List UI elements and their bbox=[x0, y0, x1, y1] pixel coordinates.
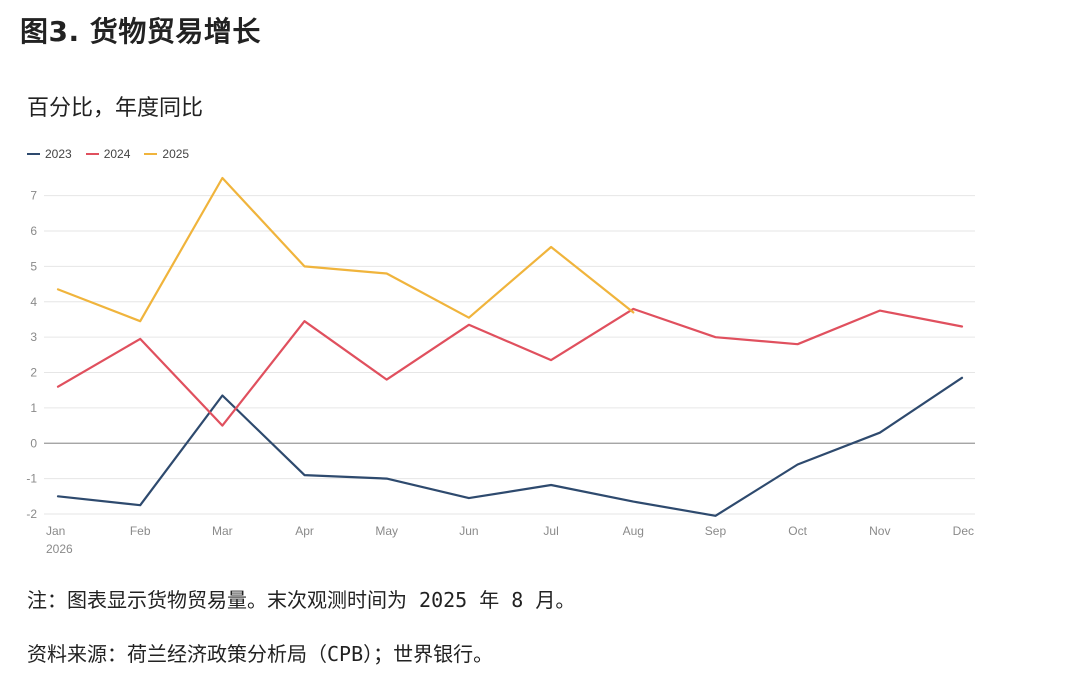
x-tick-label: Aug bbox=[623, 524, 644, 538]
y-tick-label: 4 bbox=[30, 295, 37, 309]
y-tick-label: 0 bbox=[30, 436, 37, 450]
x-tick-label: Jan bbox=[46, 524, 65, 538]
figure-title: 图3. 货物贸易增长 bbox=[20, 15, 261, 48]
legend-label-2023: 2023 bbox=[45, 147, 72, 161]
legend-item-2024: 2024 bbox=[85, 147, 131, 161]
y-tick-label: 7 bbox=[30, 189, 37, 203]
x-tick-label: Feb bbox=[130, 524, 151, 538]
x-tick-label: Sep bbox=[705, 524, 727, 538]
x-tick-label: Oct bbox=[788, 524, 807, 538]
x-tick-label: Jul bbox=[543, 524, 558, 538]
legend-swatch-2024 bbox=[85, 153, 99, 155]
y-tick-label: -2 bbox=[26, 507, 37, 521]
x-tick-label: Jun bbox=[459, 524, 478, 538]
chart-note: 注：图表显示货物贸易量。末次观测时间为 2025 年 8 月。 bbox=[27, 588, 576, 612]
y-tick-label: 6 bbox=[30, 224, 37, 238]
y-tick-label: 1 bbox=[30, 401, 37, 415]
legend-swatch-2023 bbox=[27, 153, 40, 155]
chart-source: 资料来源：荷兰经济政策分析局（CPB）；世界银行。 bbox=[27, 642, 494, 666]
x-tick-label: Dec bbox=[953, 524, 974, 538]
legend-label-2024: 2024 bbox=[103, 147, 131, 161]
x-tick-label: Mar bbox=[212, 524, 233, 538]
x-tick-label: Apr bbox=[295, 524, 314, 538]
series-line-2025 bbox=[56, 176, 635, 323]
legend-item-2025: 2025 bbox=[144, 147, 189, 161]
x-tick-year-label: 2026 bbox=[46, 542, 73, 556]
series-line-2023 bbox=[56, 376, 964, 517]
legend-item-2023: 2023 bbox=[27, 147, 72, 161]
y-tick-label: 2 bbox=[30, 366, 37, 380]
x-tick-label: May bbox=[375, 524, 398, 538]
legend-label-2025: 2025 bbox=[162, 147, 190, 161]
line-chart: -2 -1 0 1 2 3 4 5 6 7 Jan Feb Mar Apr May Jun Jul Aug Sep O… bbox=[26, 176, 975, 556]
series-line-2024 bbox=[56, 307, 964, 427]
y-tick-label: -1 bbox=[26, 472, 37, 486]
chart-legend: 2023 2024 2025 bbox=[27, 147, 189, 161]
y-tick-label: 3 bbox=[30, 330, 37, 344]
x-tick-label: Nov bbox=[869, 524, 890, 538]
figure-subtitle: 百分比，年度同比 bbox=[27, 96, 204, 121]
y-tick-label: 5 bbox=[30, 259, 37, 273]
legend-swatch-2025 bbox=[144, 153, 158, 155]
